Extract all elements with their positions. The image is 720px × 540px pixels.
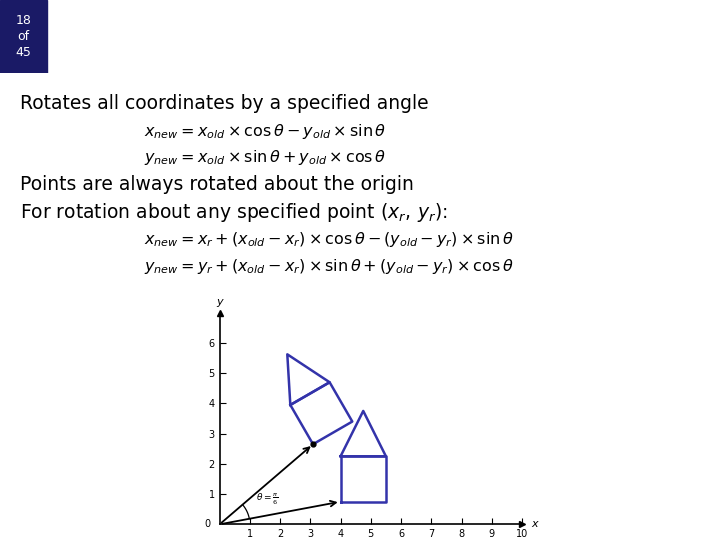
Text: $\mathit{x}_{\mathit{new}}=\mathit{x}_{\mathit{old}}\times\cos\theta-\mathit{y}_: $\mathit{x}_{\mathit{new}}=\mathit{x}_{\… — [144, 122, 387, 141]
Text: 18
of
45: 18 of 45 — [15, 14, 32, 59]
Text: Rotates all coordinates by a specified angle: Rotates all coordinates by a specified a… — [20, 94, 429, 113]
Text: 0: 0 — [204, 519, 210, 529]
Text: $\mathit{x}_{\mathit{new}}=\mathit{x}_r+(\mathit{x}_{\mathit{old}}-\mathit{x}_r): $\mathit{x}_{\mathit{new}}=\mathit{x}_r+… — [144, 231, 514, 249]
Text: $\mathit{y}_{\mathit{new}}=\mathit{y}_r+(\mathit{x}_{\mathit{old}}-\mathit{x}_r): $\mathit{y}_{\mathit{new}}=\mathit{y}_r+… — [144, 258, 514, 276]
Text: y: y — [216, 296, 223, 307]
Text: Points are always rotated about the origin: Points are always rotated about the orig… — [20, 175, 414, 194]
Text: For rotation about any specified point $(\mathit{x}_r,\, \mathit{y}_r)$:: For rotation about any specified point $… — [20, 201, 448, 224]
Bar — [0, 0, 47, 73]
Text: $\theta=\frac{\pi}{6}$: $\theta=\frac{\pi}{6}$ — [256, 491, 279, 507]
Text: $\mathit{y}_{\mathit{new}}=\mathit{x}_{\mathit{old}}\times\sin\theta+\mathit{y}_: $\mathit{y}_{\mathit{new}}=\mathit{x}_{\… — [144, 147, 387, 167]
Text: Rotation: Rotation — [470, 14, 698, 59]
Text: x: x — [531, 519, 538, 529]
